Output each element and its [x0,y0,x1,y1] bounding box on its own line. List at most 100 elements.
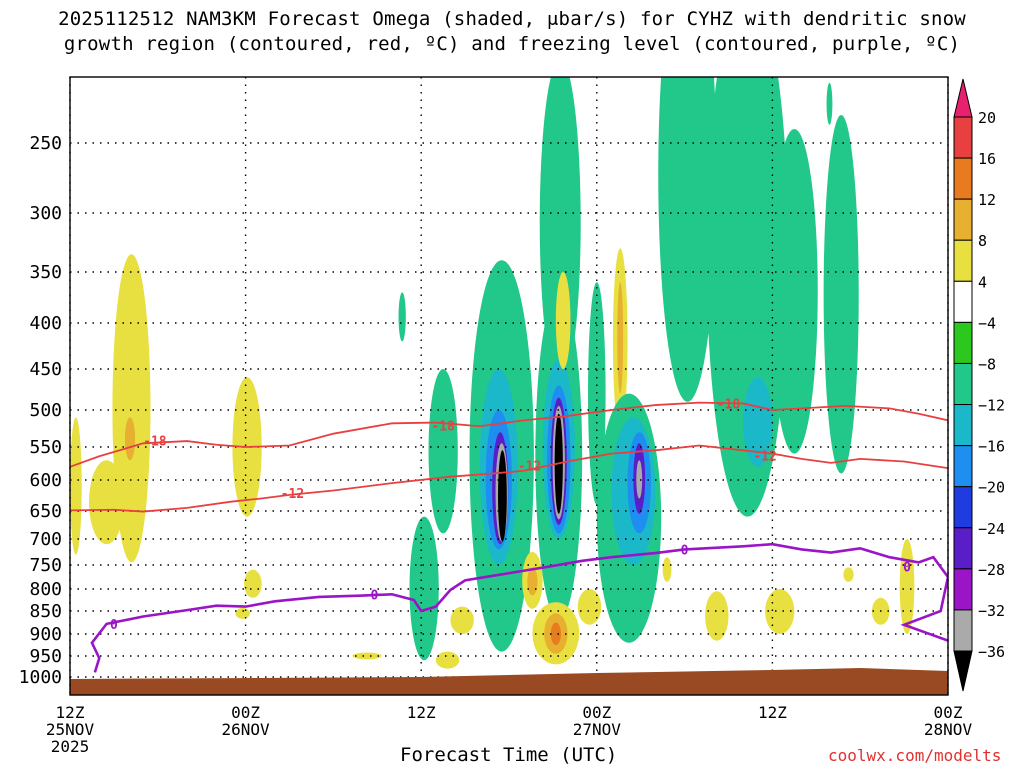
colorbar-label-8: −16 [978,438,1005,456]
terrain-layer [70,668,948,695]
omega-region-49 [823,115,859,474]
colorbar-swatch-7 [953,404,973,447]
omega-region-42 [658,77,717,402]
omega-region-44 [743,377,773,467]
y-tick-label-350: 350 [29,262,62,283]
x-tick-label-60-0: 00Z [934,703,963,722]
omega-region-50 [839,242,846,288]
x-tick-label-60-1: 28NOV [924,720,973,739]
y-tick-label-400: 400 [29,313,62,334]
omega-region-47 [765,589,795,634]
colorbar-swatch-3 [953,239,973,282]
colorbar-swatch-2 [953,198,973,241]
contour-layer: -18 -18 -18 -12 -12 -12 0 0 0 0 [70,397,948,673]
colorbar-label-5: −4 [978,314,996,332]
contour-label--12C-2: -12 [753,450,776,465]
omega-region-9 [409,516,439,661]
colorbar-swatch-12 [953,609,973,652]
y-tick-label-900: 900 [29,624,62,645]
omega-region-11 [435,651,460,669]
colorbar-label-3: 8 [978,232,987,250]
y-tick-label-750: 750 [29,555,62,576]
colorbar-label-12: −32 [978,602,1005,620]
contour--12C [70,444,948,513]
y-tick-label-950: 950 [29,646,62,667]
colorbar-swatch-6 [953,362,973,406]
omega-region-26 [555,272,571,369]
chart-title-line-1: 2025112512 NAM3KM Forecast Omega (shaded… [58,8,966,30]
plot-frame [69,76,949,696]
omega-region-48 [826,82,833,125]
y-tick-label-250: 250 [29,133,62,154]
omega-region-41 [662,557,672,582]
omega-region-18 [498,450,507,542]
colorbar-swatch-11 [953,568,973,611]
omega-region-12 [352,652,382,660]
colorbar-swatch-8 [953,445,973,488]
contour--18C [70,401,948,468]
omega-region-39 [636,460,643,499]
contour-label--18C-1: -18 [431,420,455,435]
y-tick-label-300: 300 [29,203,62,224]
omega-region-45 [770,128,818,454]
omega-shading-layer [70,77,915,669]
y-tick-label-850: 850 [29,601,62,622]
colorbar-bottom-arrow [953,650,973,692]
contour-label--18C-0: -18 [143,434,167,449]
omega-region-7 [398,292,406,342]
x-tick-label-0-2: 2025 [51,737,90,756]
credit-link[interactable]: coolwx.com/modelts [828,746,1002,765]
colorbar-label-1: 16 [978,150,996,168]
omega-region-40 [577,589,602,625]
colorbar-label-7: −12 [978,397,1005,415]
x-axis-label: Forecast Time (UTC) [400,744,618,766]
colorbar-label-9: −20 [978,479,1005,497]
omega-region-2 [70,417,82,555]
contour-label--12C-0: -12 [281,487,304,502]
contour-label--12C-1: -12 [518,459,541,474]
x-tick-label-36-0: 00Z [582,703,611,722]
colorbar: 20 16 12 8 4 −4 −8 −12 −16 −20 −24 −28 −32 −36 [953,78,1005,692]
colorbar-label-13: −36 [978,643,1005,661]
omega-region-31 [527,567,538,596]
omega-region-8 [428,369,458,534]
x-tick-label-36-1: 27NOV [573,720,622,739]
contour-label-0C-3: 0 [903,560,911,575]
colorbar-swatch-0 [953,116,973,159]
colorbar-swatch-4 [953,280,973,323]
omega-region-1 [89,460,125,545]
colorbar-swatch-9 [953,486,973,529]
colorbar-swatch-5 [953,321,973,364]
contour-label-0C-2: 0 [681,543,689,558]
axes: 2503003504004505005506006507007508008509… [19,76,973,756]
omega-region-51 [843,567,854,582]
omega-region-29 [550,622,561,645]
contour-0C [90,542,948,673]
colorbar-label-0: 20 [978,109,996,127]
colorbar-swatch-1 [953,157,973,200]
contour-label--18C-2: -18 [717,397,741,412]
x-tick-label-24-0: 12Z [407,703,436,722]
colorbar-label-6: −8 [978,355,996,373]
chart-title-line-2: growth region (contoured, red, ºC) and f… [63,33,961,55]
contour-label-0C-0: 0 [110,618,118,633]
y-tick-label-1000: 1000 [19,667,62,688]
colorbar-top-arrow [953,78,973,118]
y-tick-label-600: 600 [29,470,62,491]
omega-region-46 [705,591,729,641]
x-tick-label-48-0: 12Z [758,703,787,722]
terrain-fill [70,668,948,695]
omega-region-3 [124,417,136,461]
y-tick-label-550: 550 [29,437,62,458]
x-tick-label-0-1: 25NOV [46,720,95,739]
y-tick-label-800: 800 [29,579,62,600]
colorbar-label-4: 4 [978,273,987,291]
y-tick-label-500: 500 [29,400,62,421]
omega-region-33 [617,282,624,394]
omega-region-10 [450,606,474,634]
colorbar-label-10: −24 [978,520,1005,538]
colorbar-label-11: −28 [978,561,1005,579]
x-tick-label-0-0: 12Z [56,703,85,722]
colorbar-label-2: 12 [978,191,996,209]
